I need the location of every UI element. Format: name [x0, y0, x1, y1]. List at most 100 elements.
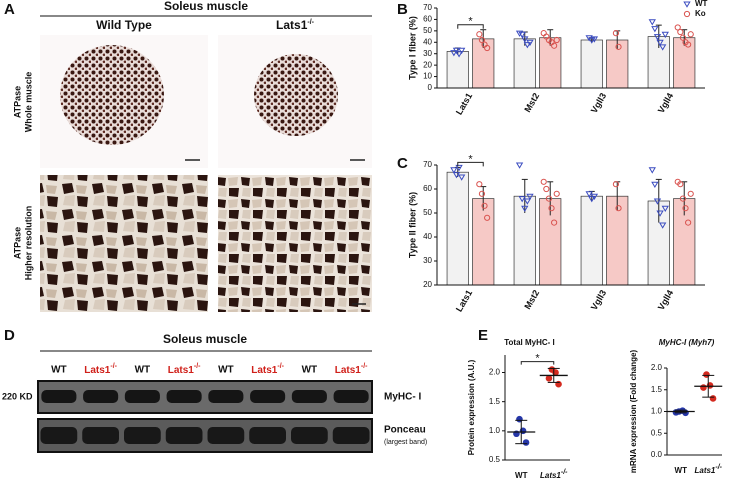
y-tick-label: 50 — [423, 26, 432, 35]
data-point — [612, 30, 620, 37]
x-tick-label: Vgll4 — [656, 91, 675, 115]
y-tick-label: 0.0 — [651, 450, 663, 459]
data-point — [551, 42, 558, 49]
band — [249, 427, 286, 444]
band — [250, 390, 286, 403]
label-base: Lats1 — [84, 365, 111, 376]
panel-title: Soleus muscle — [163, 332, 247, 346]
legend-label: Ko — [695, 9, 706, 18]
lane-label: WT — [218, 365, 234, 376]
bar — [580, 195, 603, 286]
band — [291, 427, 328, 444]
data-point — [450, 167, 458, 174]
data-point — [661, 205, 669, 212]
label-base: Lats1 — [168, 365, 195, 376]
y-axis-label: mRNA expression (Fold change) — [629, 350, 638, 474]
lane-label: Lats1-/- — [84, 363, 117, 376]
x-tick-label: Vgll3 — [589, 91, 608, 115]
panel-label: E — [478, 327, 488, 344]
band — [207, 427, 245, 444]
label-base: Lats1 — [540, 471, 561, 480]
band — [165, 427, 203, 444]
data-point — [543, 185, 550, 193]
y-tick-label: 40 — [423, 232, 432, 241]
band — [208, 390, 244, 403]
panel-label: B — [397, 1, 408, 18]
label-sup: -/- — [307, 19, 314, 26]
panel-label: C — [397, 155, 408, 172]
data-point — [540, 178, 547, 185]
y-tick-label: 0.5 — [651, 428, 663, 437]
label-sup: -/- — [715, 464, 722, 471]
marker-label: 220 KD — [2, 391, 33, 401]
legend-label: WT — [695, 0, 708, 8]
data-point — [658, 222, 667, 229]
bar — [513, 38, 536, 89]
label-base: Lats1 — [694, 466, 715, 475]
lane-label: Lats1-/- — [335, 363, 368, 376]
data-point — [658, 44, 667, 51]
band — [83, 390, 119, 403]
data-point — [526, 39, 534, 47]
data-point — [585, 191, 593, 198]
data-point — [476, 181, 483, 188]
y-tick-label: 1.5 — [651, 385, 663, 394]
y-tick-label: 1.0 — [651, 407, 663, 416]
data-point — [522, 439, 530, 446]
significance-label: * — [535, 352, 540, 364]
data-point — [709, 395, 717, 402]
muscle-section — [60, 45, 164, 145]
data-point — [455, 164, 463, 172]
significance-label: * — [468, 16, 473, 28]
data-point — [683, 10, 691, 18]
y-tick-label: 0.5 — [489, 455, 501, 464]
y-tick-label: 70 — [423, 3, 432, 12]
data-point — [455, 51, 463, 58]
band — [124, 427, 161, 444]
y-axis-label: Type I fiber (%) — [407, 16, 417, 80]
y-tick-label: 50 — [423, 208, 432, 217]
data-point — [706, 382, 714, 389]
data-point — [518, 31, 526, 39]
x-tick-label: Mst2 — [522, 91, 541, 114]
label-base: Lats1 — [251, 365, 278, 376]
data-point — [615, 205, 622, 212]
y-tick-label: 60 — [423, 15, 432, 24]
data-point — [545, 375, 553, 382]
data-point — [588, 196, 596, 203]
data-point — [452, 47, 461, 55]
data-point — [590, 193, 599, 200]
bar — [580, 39, 603, 89]
row-label: Whole muscle — [23, 72, 33, 133]
panel-label: A — [4, 1, 15, 18]
band — [40, 427, 78, 444]
micrograph — [218, 175, 372, 312]
data-point — [516, 415, 523, 423]
data-point — [653, 198, 662, 205]
data-point — [478, 36, 486, 44]
label-sup: -/- — [361, 363, 368, 370]
data-point — [683, 1, 691, 8]
significance-label: * — [468, 153, 473, 165]
data-point — [457, 174, 466, 181]
data-point — [677, 28, 684, 36]
column-label: Lats1-/- — [276, 18, 315, 32]
y-tick-label: 20 — [423, 60, 432, 69]
micrograph — [40, 175, 208, 312]
y-axis-label: Type II fiber (%) — [407, 192, 417, 258]
data-point — [484, 44, 491, 52]
band-label: (largest band) — [384, 439, 427, 446]
data-point — [653, 34, 662, 41]
data-point — [682, 205, 689, 212]
lane-label: WT — [302, 365, 318, 376]
data-point — [521, 36, 529, 43]
lane-labels: WT Lats1-/- WT Lats1-/- WT Lats1-/- WT Lats1-/- — [51, 363, 368, 376]
data-point — [545, 195, 553, 202]
y-tick-label: 1.5 — [489, 397, 501, 406]
bar — [446, 171, 469, 286]
data-point — [703, 371, 710, 378]
data-point — [450, 50, 458, 57]
data-point — [523, 198, 532, 205]
chart-title: MyHC-I (Myh7) — [659, 338, 715, 347]
bar — [446, 51, 469, 89]
